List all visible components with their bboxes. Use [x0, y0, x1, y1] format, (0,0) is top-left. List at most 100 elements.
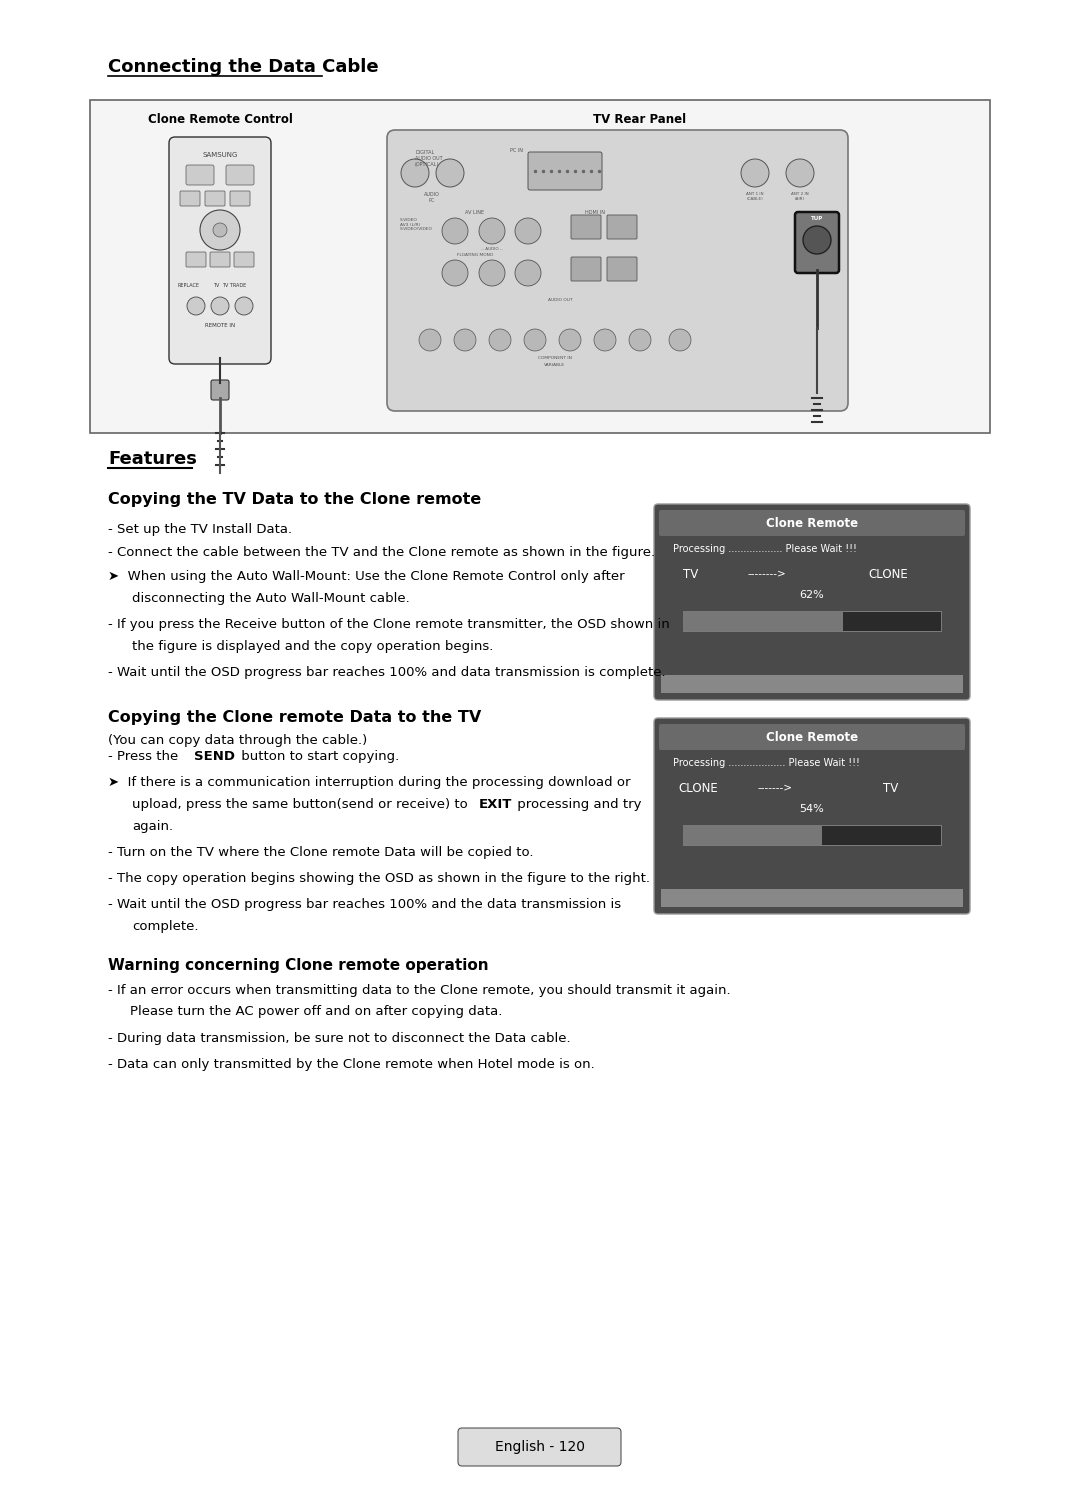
Text: COMPONENT IN: COMPONENT IN — [538, 356, 572, 360]
Circle shape — [489, 329, 511, 351]
Text: English - 120: English - 120 — [495, 1440, 585, 1454]
Text: ANT 2 IN
(AIR): ANT 2 IN (AIR) — [792, 192, 809, 201]
Circle shape — [629, 329, 651, 351]
Circle shape — [515, 260, 541, 286]
Text: TV: TV — [883, 783, 899, 795]
FancyBboxPatch shape — [528, 152, 602, 190]
Text: - If you press the Receive button of the Clone remote transmitter, the OSD shown: - If you press the Receive button of the… — [108, 618, 670, 631]
Circle shape — [524, 329, 546, 351]
Text: ➤  If there is a communication interruption during the processing download or: ➤ If there is a communication interrupti… — [108, 777, 631, 789]
Circle shape — [442, 260, 468, 286]
Text: TV TRADE: TV TRADE — [221, 283, 246, 289]
FancyBboxPatch shape — [654, 504, 970, 699]
FancyBboxPatch shape — [168, 137, 271, 365]
FancyBboxPatch shape — [186, 165, 214, 185]
Text: DIGITAL
AUDIO OUT
(OPTICAL): DIGITAL AUDIO OUT (OPTICAL) — [415, 150, 443, 167]
FancyBboxPatch shape — [180, 190, 200, 205]
Circle shape — [480, 219, 505, 244]
Circle shape — [669, 329, 691, 351]
Bar — [683, 824, 941, 845]
Text: - Turn on the TV where the Clone remote Data will be copied to.: - Turn on the TV where the Clone remote … — [108, 847, 534, 859]
Text: Connecting the Data Cable: Connecting the Data Cable — [108, 58, 379, 76]
Text: -- AUDIO --: -- AUDIO -- — [481, 247, 503, 251]
Text: button to start copying.: button to start copying. — [237, 750, 400, 763]
Circle shape — [442, 219, 468, 244]
FancyBboxPatch shape — [387, 129, 848, 411]
Text: Features: Features — [108, 449, 197, 469]
Text: TV: TV — [213, 283, 219, 289]
Text: Please turn the AC power off and on after copying data.: Please turn the AC power off and on afte… — [130, 1004, 502, 1018]
FancyBboxPatch shape — [211, 379, 229, 400]
Circle shape — [213, 223, 227, 237]
Text: - Data can only transmitted by the Clone remote when Hotel mode is on.: - Data can only transmitted by the Clone… — [108, 1058, 595, 1071]
Text: CLONE: CLONE — [868, 568, 908, 580]
Circle shape — [480, 260, 505, 286]
Text: PC: PC — [429, 198, 435, 202]
Text: 54%: 54% — [799, 804, 824, 814]
Text: S-VIDEO
AV3 (L/R)
S-VIDEO/VIDEO: S-VIDEO AV3 (L/R) S-VIDEO/VIDEO — [400, 219, 433, 231]
FancyBboxPatch shape — [607, 257, 637, 281]
Circle shape — [559, 329, 581, 351]
FancyBboxPatch shape — [659, 725, 966, 750]
Text: REMOTE IN: REMOTE IN — [205, 323, 235, 327]
Circle shape — [594, 329, 616, 351]
FancyBboxPatch shape — [795, 211, 839, 272]
Text: AV LINE: AV LINE — [465, 210, 485, 214]
Text: (You can copy data through the cable.): (You can copy data through the cable.) — [108, 734, 367, 747]
FancyBboxPatch shape — [571, 214, 600, 240]
Text: VARIABLE: VARIABLE — [544, 363, 566, 368]
Text: - Wait until the OSD progress bar reaches 100% and data transmission is complete: - Wait until the OSD progress bar reache… — [108, 667, 665, 679]
Bar — [661, 676, 963, 693]
Bar — [683, 612, 843, 631]
Bar — [683, 824, 822, 845]
Circle shape — [741, 159, 769, 187]
Text: Clone Remote: Clone Remote — [766, 516, 859, 530]
Text: TUP: TUP — [811, 216, 823, 222]
Text: SEND: SEND — [194, 750, 235, 763]
Text: FLOATING MONO: FLOATING MONO — [457, 253, 494, 257]
Text: upload, press the same button(send or receive) to: upload, press the same button(send or re… — [132, 798, 472, 811]
FancyBboxPatch shape — [607, 214, 637, 240]
Text: AUDIO OUT: AUDIO OUT — [548, 298, 572, 302]
Text: CLONE: CLONE — [678, 783, 718, 795]
FancyBboxPatch shape — [205, 190, 225, 205]
Text: EXIT: EXIT — [480, 798, 512, 811]
Text: - During data transmission, be sure not to disconnect the Data cable.: - During data transmission, be sure not … — [108, 1033, 570, 1045]
Text: ANT 1 IN
(CABLE): ANT 1 IN (CABLE) — [746, 192, 764, 201]
Text: Processing ................... Please Wait !!!: Processing ................... Please Wa… — [673, 757, 860, 768]
Text: 62%: 62% — [799, 591, 824, 600]
Circle shape — [235, 298, 253, 315]
Circle shape — [515, 219, 541, 244]
Text: processing and try: processing and try — [513, 798, 642, 811]
FancyBboxPatch shape — [226, 165, 254, 185]
Text: Processing .................. Please Wait !!!: Processing .................. Please Wai… — [673, 545, 856, 554]
Text: -------->: --------> — [748, 568, 786, 577]
Circle shape — [211, 298, 229, 315]
Text: Warning concerning Clone remote operation: Warning concerning Clone remote operatio… — [108, 958, 488, 973]
Text: disconnecting the Auto Wall-Mount cable.: disconnecting the Auto Wall-Mount cable. — [132, 592, 409, 606]
Text: - The copy operation begins showing the OSD as shown in the figure to the right.: - The copy operation begins showing the … — [108, 872, 650, 885]
Circle shape — [786, 159, 814, 187]
Text: again.: again. — [132, 820, 173, 833]
Text: complete.: complete. — [132, 920, 199, 933]
Text: SAMSUNG: SAMSUNG — [202, 152, 238, 158]
Text: AUDIO: AUDIO — [424, 192, 440, 196]
Text: ➤  When using the Auto Wall-Mount: Use the Clone Remote Control only after: ➤ When using the Auto Wall-Mount: Use th… — [108, 570, 624, 583]
Text: TV: TV — [683, 568, 699, 580]
Circle shape — [454, 329, 476, 351]
FancyBboxPatch shape — [210, 251, 230, 266]
Text: Copying the TV Data to the Clone remote: Copying the TV Data to the Clone remote — [108, 493, 482, 507]
Circle shape — [401, 159, 429, 187]
Text: - Connect the cable between the TV and the Clone remote as shown in the figure.: - Connect the cable between the TV and t… — [108, 546, 656, 559]
Text: Clone Remote: Clone Remote — [766, 731, 859, 744]
FancyBboxPatch shape — [458, 1428, 621, 1466]
Text: - Press the: - Press the — [108, 750, 183, 763]
Text: ------->: -------> — [758, 783, 793, 792]
Text: PC IN: PC IN — [510, 147, 523, 153]
Text: - Set up the TV Install Data.: - Set up the TV Install Data. — [108, 522, 292, 536]
Circle shape — [200, 210, 240, 250]
FancyBboxPatch shape — [571, 257, 600, 281]
Text: Copying the Clone remote Data to the TV: Copying the Clone remote Data to the TV — [108, 710, 482, 725]
Bar — [661, 888, 963, 908]
FancyBboxPatch shape — [659, 510, 966, 536]
